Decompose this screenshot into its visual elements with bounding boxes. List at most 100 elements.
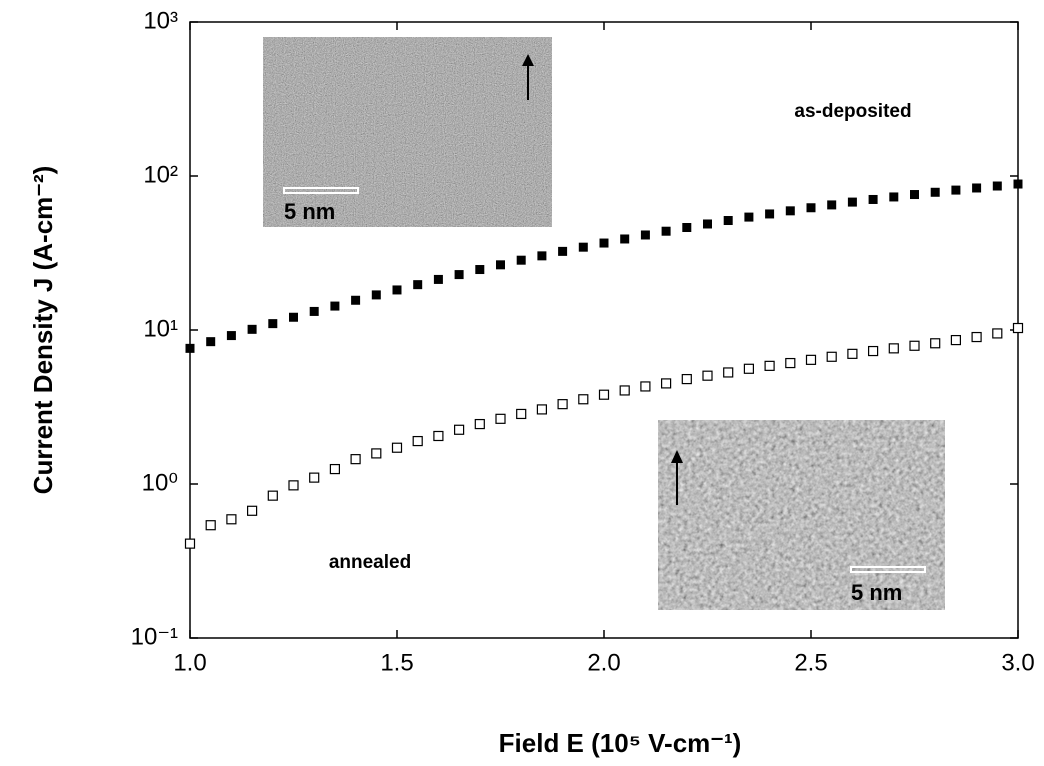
data-point xyxy=(516,408,527,420)
data-point xyxy=(723,367,734,378)
data-point xyxy=(454,424,465,435)
data-point xyxy=(744,212,754,222)
data-point xyxy=(972,183,982,193)
data-point xyxy=(475,265,485,275)
data-point xyxy=(578,394,589,405)
data-point xyxy=(557,399,568,410)
data-point xyxy=(847,348,858,359)
data-point xyxy=(206,337,216,347)
data-point xyxy=(351,295,361,305)
data-point xyxy=(640,230,650,240)
data-point xyxy=(620,234,630,244)
data-point xyxy=(185,343,195,353)
data-point xyxy=(392,285,402,295)
data-point xyxy=(309,472,320,483)
data-point xyxy=(247,324,257,334)
inset-image-bottom xyxy=(658,420,945,610)
data-point xyxy=(682,223,692,233)
data-point xyxy=(412,435,423,447)
data-point xyxy=(247,505,258,516)
data-point xyxy=(329,463,340,475)
data-point xyxy=(433,430,444,442)
data-point xyxy=(971,331,982,343)
data-point xyxy=(661,226,671,236)
data-point xyxy=(723,216,733,226)
inset-image-top xyxy=(263,37,552,227)
data-point xyxy=(826,351,837,362)
data-point xyxy=(785,357,796,369)
data-point xyxy=(909,340,920,351)
data-point xyxy=(950,334,962,346)
x-tick-label: 3.0 xyxy=(1001,649,1034,676)
y-tick-label: 10⁻¹ xyxy=(131,623,178,650)
annotation: annealed xyxy=(329,552,411,573)
data-point xyxy=(516,255,526,265)
data-point xyxy=(743,363,755,374)
data-point xyxy=(889,192,899,202)
data-point xyxy=(847,197,857,207)
data-point xyxy=(496,260,505,270)
data-point xyxy=(640,381,651,392)
data-point xyxy=(474,418,485,430)
x-axis-title: Field E (10⁵ V-cm⁻¹) xyxy=(499,728,742,758)
data-point xyxy=(226,331,236,341)
data-point xyxy=(330,301,340,311)
data-point xyxy=(537,251,547,261)
data-point xyxy=(289,312,298,322)
data-point xyxy=(827,200,837,210)
data-point xyxy=(598,389,610,400)
data-point xyxy=(268,319,278,329)
data-point xyxy=(764,360,775,371)
data-point xyxy=(184,538,196,549)
data-point xyxy=(371,448,382,459)
y-axis-title: Current Density J (A-cm⁻²) xyxy=(28,166,58,495)
data-point xyxy=(413,280,423,290)
data-point xyxy=(1012,322,1024,334)
scale-label: 5 nm xyxy=(284,199,335,224)
data-point xyxy=(951,185,961,195)
data-point xyxy=(226,514,237,525)
data-point xyxy=(391,442,403,453)
data-point xyxy=(578,242,588,252)
y-tick-label: 10² xyxy=(143,161,178,188)
scale-label: 5 nm xyxy=(851,580,902,605)
annotation: as-deposited xyxy=(794,101,911,122)
y-tick-label: 10³ xyxy=(143,7,178,34)
data-point xyxy=(205,520,216,531)
data-point xyxy=(536,404,548,415)
x-tick-label: 1.0 xyxy=(173,649,206,676)
data-point xyxy=(619,385,630,396)
data-point xyxy=(1013,179,1023,189)
data-point xyxy=(703,219,712,229)
data-point xyxy=(309,306,319,316)
data-point xyxy=(806,203,816,213)
data-point xyxy=(558,246,568,256)
data-point xyxy=(888,343,899,354)
data-point xyxy=(681,373,692,385)
data-point xyxy=(288,480,299,491)
data-point xyxy=(785,206,795,216)
data-point xyxy=(868,194,878,204)
data-point xyxy=(930,338,941,349)
data-point xyxy=(495,413,506,424)
data-point xyxy=(992,328,1003,339)
data-point xyxy=(702,370,713,381)
y-tick-label: 10¹ xyxy=(143,315,178,342)
data-point xyxy=(371,290,381,300)
data-point xyxy=(267,490,278,501)
data-point xyxy=(599,238,609,248)
data-point xyxy=(805,354,817,365)
data-point xyxy=(910,190,919,200)
y-tick-label: 10⁰ xyxy=(142,469,178,496)
data-point xyxy=(454,270,464,280)
data-point xyxy=(765,209,775,219)
data-point xyxy=(867,345,879,357)
x-tick-label: 2.0 xyxy=(587,649,620,676)
x-tick-label: 1.5 xyxy=(380,649,413,676)
x-tick-label: 2.5 xyxy=(794,649,827,676)
data-point xyxy=(433,274,443,284)
data-point xyxy=(660,378,672,389)
data-point xyxy=(350,454,361,465)
data-point xyxy=(992,181,1002,191)
